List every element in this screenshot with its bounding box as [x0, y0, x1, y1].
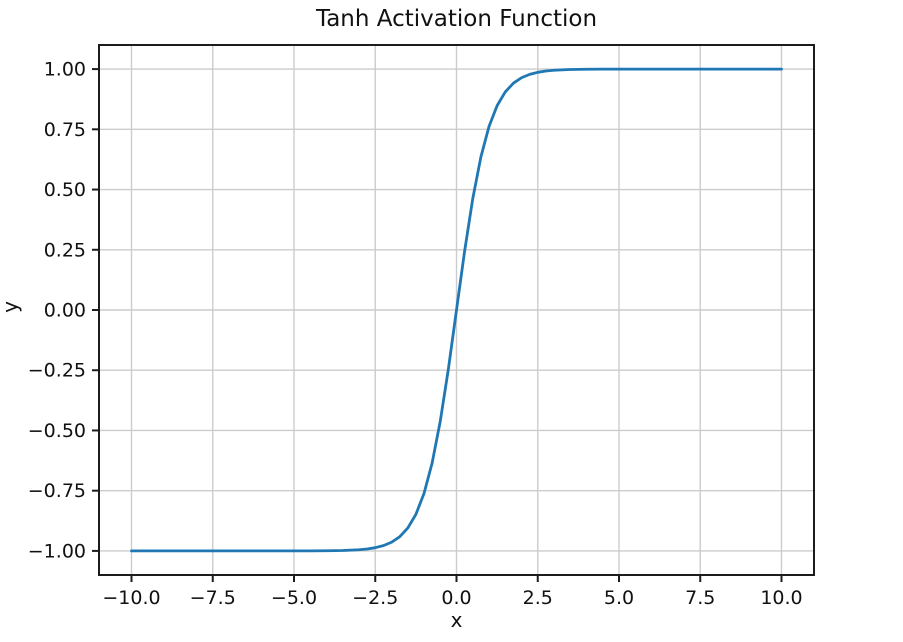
y-tick-label: 0.50 — [44, 179, 86, 201]
y-axis-label: y — [0, 301, 22, 313]
x-tick-label: 7.5 — [685, 587, 715, 609]
y-tick-label: −0.25 — [28, 360, 86, 382]
tanh-curve — [130, 67, 783, 553]
y-tick-label: 0.25 — [44, 239, 86, 261]
x-tick-label: 5.0 — [604, 587, 634, 609]
chart-title: Tanh Activation Function — [315, 6, 598, 32]
x-tick-label: −10.0 — [102, 587, 160, 609]
y-tick-label: 0.75 — [44, 119, 86, 141]
y-tick-label: 0.00 — [44, 300, 86, 322]
y-tick-label: −0.50 — [28, 420, 86, 442]
y-tick-label: 1.00 — [44, 59, 86, 81]
x-tick-label: 2.5 — [523, 587, 553, 609]
x-tick-label: 0.0 — [441, 587, 471, 609]
x-tick-label: 10.0 — [760, 587, 802, 609]
y-tick-label: −1.00 — [28, 540, 86, 562]
x-tick-label: −2.5 — [352, 587, 398, 609]
x-axis-label: x — [450, 608, 463, 632]
x-tick-label: −7.5 — [190, 587, 236, 609]
y-tick-label: −0.75 — [28, 480, 86, 502]
x-tick-label: −5.0 — [271, 587, 317, 609]
